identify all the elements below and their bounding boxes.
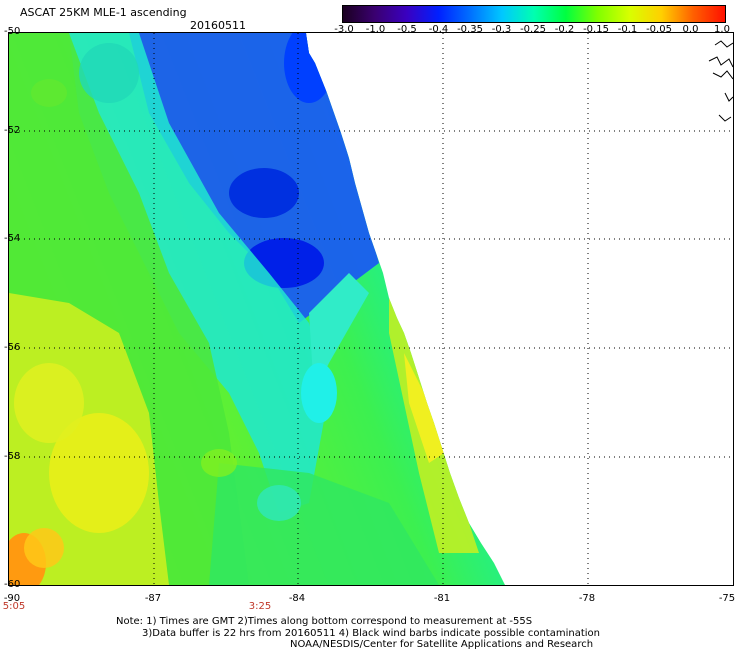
time-label: 3:25 (248, 601, 272, 612)
lat-label: -58 (4, 451, 21, 462)
lon-label: -87 (144, 593, 162, 604)
colorbar-tick-label: -1.0 (365, 24, 386, 35)
lat-label: -54 (4, 233, 21, 244)
time-label: 5:05 (2, 601, 26, 612)
lon-label: -81 (433, 593, 451, 604)
colorbar-tick-label: -0.3 (491, 24, 512, 35)
colorbar-tick-label: -0.25 (520, 24, 546, 35)
colorbar-tick-label: -0.1 (617, 24, 638, 35)
lon-label: -84 (288, 593, 306, 604)
colorbar-tick-label: -3.0 (334, 24, 354, 35)
colorbar-tick-label: -0.2 (554, 24, 575, 35)
colorbar-tick-label: -0.15 (583, 24, 609, 35)
footer-note-2: 3)Data buffer is 22 hrs from 20160511 4)… (142, 628, 600, 639)
lat-label: -52 (4, 125, 21, 136)
footer-credit: NOAA/NESDIS/Center for Satellite Applica… (290, 639, 594, 650)
lon-label: -90 (3, 593, 21, 604)
lon-label: -75 (718, 593, 736, 604)
data-swath (9, 33, 733, 585)
map-title: ASCAT 25KM MLE-1 ascending (20, 6, 187, 19)
lat-label: -60 (4, 579, 21, 590)
colorbar (342, 5, 726, 23)
footer-note-1: Note: 1) Times are GMT 2)Times along bot… (116, 616, 533, 627)
lat-label: -50 (4, 26, 21, 37)
map-date: 20160511 (190, 19, 246, 32)
colorbar-tick-label: -0.4 (428, 24, 449, 35)
colorbar-tick-label: -0.05 (646, 24, 672, 35)
colorbar-tick-label: -0.35 (457, 24, 483, 35)
colorbar-tick-label: 0.0 (682, 24, 699, 35)
lon-label: -78 (578, 593, 596, 604)
colorbar-tick-label: -0.5 (397, 24, 417, 35)
colorbar-tick-label: 1.0 (714, 24, 730, 35)
map-panel (8, 32, 734, 586)
lat-label: -56 (4, 342, 21, 353)
